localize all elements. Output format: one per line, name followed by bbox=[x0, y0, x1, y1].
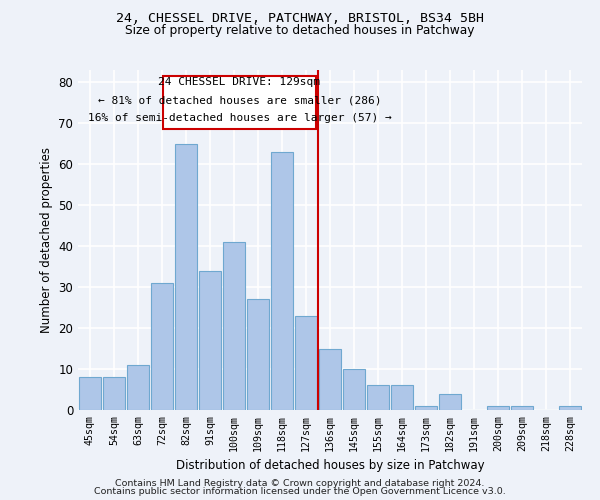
Bar bbox=[511, 406, 533, 410]
Bar bbox=[487, 406, 509, 410]
Text: Contains public sector information licensed under the Open Government Licence v3: Contains public sector information licen… bbox=[94, 487, 506, 496]
Bar bbox=[271, 152, 293, 410]
Bar bbox=[391, 386, 413, 410]
X-axis label: Distribution of detached houses by size in Patchway: Distribution of detached houses by size … bbox=[176, 459, 484, 472]
Text: 24 CHESSEL DRIVE: 129sqm: 24 CHESSEL DRIVE: 129sqm bbox=[158, 78, 320, 88]
Bar bbox=[559, 406, 581, 410]
Bar bbox=[151, 283, 173, 410]
Text: 24, CHESSEL DRIVE, PATCHWAY, BRISTOL, BS34 5BH: 24, CHESSEL DRIVE, PATCHWAY, BRISTOL, BS… bbox=[116, 12, 484, 26]
Bar bbox=[415, 406, 437, 410]
Text: ← 81% of detached houses are smaller (286): ← 81% of detached houses are smaller (28… bbox=[98, 96, 381, 106]
Y-axis label: Number of detached properties: Number of detached properties bbox=[40, 147, 53, 333]
Bar bbox=[247, 300, 269, 410]
Bar bbox=[79, 377, 101, 410]
Text: 16% of semi-detached houses are larger (57) →: 16% of semi-detached houses are larger (… bbox=[88, 114, 391, 124]
Bar bbox=[439, 394, 461, 410]
FancyBboxPatch shape bbox=[163, 76, 316, 130]
Bar bbox=[319, 348, 341, 410]
Bar bbox=[343, 369, 365, 410]
Bar bbox=[103, 377, 125, 410]
Bar bbox=[223, 242, 245, 410]
Text: Size of property relative to detached houses in Patchway: Size of property relative to detached ho… bbox=[125, 24, 475, 37]
Bar bbox=[127, 365, 149, 410]
Text: Contains HM Land Registry data © Crown copyright and database right 2024.: Contains HM Land Registry data © Crown c… bbox=[115, 478, 485, 488]
Bar bbox=[175, 144, 197, 410]
Bar bbox=[295, 316, 317, 410]
Bar bbox=[367, 386, 389, 410]
Bar bbox=[199, 270, 221, 410]
